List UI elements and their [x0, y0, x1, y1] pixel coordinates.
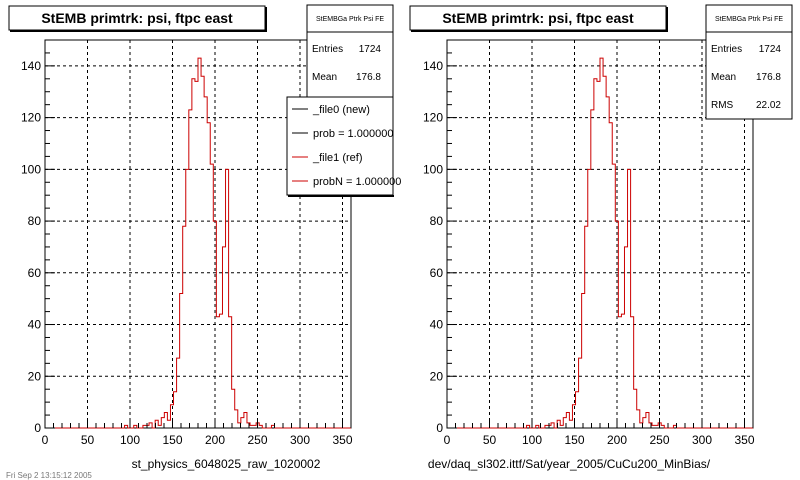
x-tick-label: 300 — [290, 433, 310, 447]
legend-entry-prob: prob = 1.000000 — [313, 128, 393, 140]
stats-header: StEMBGa Ptrk Psi FE — [316, 16, 384, 23]
title-box: StEMB primtrk: psi, ftpc east — [8, 5, 267, 32]
stats-value-mean: 176.8 — [756, 72, 781, 83]
y-tick-label: 100 — [21, 162, 41, 176]
chart-title: StEMB primtrk: psi, ftpc east — [442, 10, 634, 26]
x-tick-label: 50 — [81, 433, 95, 447]
histogram-line — [447, 57, 753, 429]
histogram-series — [447, 57, 753, 429]
x-tick-label: 100 — [120, 433, 140, 447]
x-tick-label: 100 — [522, 433, 542, 447]
x-tick-label: 150 — [162, 433, 182, 447]
x-tick-label: 350 — [332, 433, 352, 447]
x-tick-label: 300 — [692, 433, 712, 447]
y-tick-label: 0 — [436, 421, 443, 435]
stats-value-entries: 1724 — [359, 44, 382, 55]
y-tick-label: 120 — [21, 111, 41, 125]
timestamp-footer: Fri Sep 2 13:15:12 2005 — [6, 471, 92, 480]
y-tick-label: 20 — [28, 369, 42, 383]
y-tick-label: 80 — [430, 214, 444, 228]
stats-value-entries: 1724 — [759, 44, 782, 55]
stats-box: StEMBGa Ptrk Psi FE Entries 1724 Mean 17… — [705, 4, 793, 120]
y-tick-label: 100 — [423, 162, 443, 176]
x-tick-label: 0 — [444, 433, 451, 447]
stats-label-mean: Mean — [312, 72, 337, 83]
x-tick-label: 200 — [607, 433, 627, 447]
x-tick-label: 350 — [734, 433, 754, 447]
x-tick-label: 50 — [483, 433, 497, 447]
x-tick-label: 250 — [649, 433, 669, 447]
stats-label-mean: Mean — [711, 72, 736, 83]
legend: _file0 (new) prob = 1.000000 _file1 (ref… — [286, 96, 401, 197]
x-tick-label: 150 — [564, 433, 584, 447]
stats-value-rms: 22.02 — [756, 100, 781, 111]
y-tick-label: 40 — [430, 318, 444, 332]
y-tick-label: 0 — [34, 421, 41, 435]
y-tick-label: 60 — [430, 266, 444, 280]
y-tick-label: 80 — [28, 214, 42, 228]
grid — [447, 40, 753, 428]
stats-label-entries: Entries — [312, 44, 343, 55]
x-axis-title: dev/daq_sl302.ittf/Sat/year_2005/CuCu200… — [428, 457, 711, 471]
title-box: StEMB primtrk: psi, ftpc east — [409, 5, 668, 32]
x-tick-label: 250 — [247, 433, 267, 447]
histogram-line — [45, 57, 351, 429]
y-tick-label: 40 — [28, 318, 42, 332]
y-tick-label: 60 — [28, 266, 42, 280]
axes: 0 50 100 150 200 250 300 350 0 20 40 60 80 100 120 140 — [423, 39, 755, 447]
legend-entry-probn: probN = 1.000000 — [313, 176, 401, 188]
stats-label-entries: Entries — [711, 44, 742, 55]
stats-header: StEMBGa Ptrk Psi FE — [715, 16, 783, 23]
histogram-panel-left: 0 50 100 150 200 250 300 350020406080100120140 … — [8, 4, 401, 471]
axes: 0 50 100 150 200 250 300 350 0 20 40 60 80 100 120 140 — [21, 39, 353, 447]
stats-value-mean: 176.8 — [356, 72, 381, 83]
x-tick-label: 200 — [205, 433, 225, 447]
histogram-panel-right: 0 50 100 150 200 250 300 350020406080100120140 … — [409, 4, 793, 471]
y-tick-label: 20 — [430, 369, 444, 383]
y-tick-label: 140 — [21, 59, 41, 73]
x-tick-label: 0 — [42, 433, 49, 447]
histogram-series — [45, 57, 351, 429]
chart-title: StEMB primtrk: psi, ftpc east — [41, 10, 233, 26]
legend-entry-file1: _file1 (ref) — [312, 152, 363, 164]
y-tick-label: 120 — [423, 111, 443, 125]
y-tick-label: 140 — [423, 59, 443, 73]
stats-label-rms: RMS — [711, 100, 734, 111]
legend-entry-file0: _file0 (new) — [312, 104, 370, 116]
x-axis-title: st_physics_6048025_raw_1020002 — [132, 457, 321, 471]
